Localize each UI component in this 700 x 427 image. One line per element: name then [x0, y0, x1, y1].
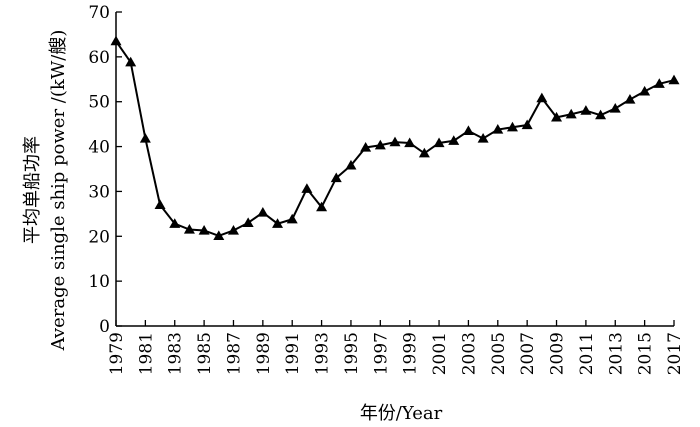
- data-point-triangle: [330, 172, 342, 183]
- data-point-triangle: [183, 224, 195, 234]
- data-point-triangle: [139, 132, 151, 143]
- data-point-triangle: [477, 132, 489, 143]
- data-point-triangle: [580, 105, 592, 115]
- data-point-triangle: [169, 218, 181, 228]
- x-tick-label: 1991: [283, 332, 303, 375]
- y-axis-title-cn: 平均单船功率: [22, 136, 43, 244]
- y-tick-label: 50: [88, 93, 110, 113]
- x-tick-label: 1983: [166, 332, 186, 375]
- y-tick-label: 70: [88, 3, 110, 23]
- x-tick-label: 1987: [224, 332, 244, 375]
- x-axis-title: 年份/Year: [360, 403, 443, 424]
- data-point-triangle: [301, 183, 313, 193]
- data-point-triangle: [448, 135, 460, 145]
- x-tick-label: 2003: [459, 332, 479, 375]
- data-point-triangle: [565, 108, 577, 119]
- data-point-triangle: [110, 35, 122, 46]
- data-point-triangle: [227, 224, 239, 235]
- y-tick-label: 40: [88, 138, 110, 158]
- y-tick-label: 30: [88, 182, 110, 202]
- data-point-triangle: [668, 74, 680, 85]
- data-point-triangle: [198, 224, 210, 235]
- x-tick-label: 2011: [577, 332, 597, 375]
- y-tick-label: 10: [88, 272, 110, 292]
- x-tick-label: 2013: [606, 332, 626, 375]
- data-point-triangle: [492, 124, 504, 134]
- data-point-triangle: [595, 109, 607, 120]
- data-point-triangle: [433, 137, 445, 148]
- y-tick-label: 0: [99, 317, 110, 337]
- data-point-triangle: [374, 139, 386, 150]
- data-point-triangle: [462, 125, 474, 135]
- x-tick-label: 2007: [518, 332, 538, 375]
- data-point-triangle: [418, 147, 430, 158]
- data-point-triangle: [536, 92, 548, 103]
- x-tick-label: 1981: [136, 332, 156, 375]
- data-point-triangle: [639, 85, 651, 96]
- data-point-triangle: [345, 159, 357, 170]
- series-points: [110, 35, 680, 240]
- data-point-triangle: [286, 213, 298, 224]
- x-tick-label: 2005: [489, 332, 509, 375]
- y-axis-title-en: Average single ship power /(kW/艘): [48, 30, 69, 352]
- data-point-triangle: [125, 56, 137, 67]
- data-point-triangle: [404, 137, 416, 148]
- data-point-triangle: [506, 121, 518, 132]
- x-tick-label: 2009: [548, 332, 568, 375]
- y-tick-label: 60: [88, 48, 110, 68]
- x-tick-label: 2001: [430, 332, 450, 375]
- x-tick-label: 1989: [254, 332, 274, 375]
- y-tick-label: 20: [88, 227, 110, 247]
- y-ticks: 0 10 20 30 40 50 60 70: [88, 3, 122, 337]
- data-point-triangle: [653, 78, 665, 88]
- x-ticks: 1979 1981 1983 1985 1987 1989 1991 1993 1995 1997…: [107, 320, 685, 375]
- data-point-triangle: [521, 119, 533, 130]
- x-tick-label: 2017: [665, 332, 685, 375]
- x-tick-label: 1993: [313, 332, 333, 375]
- x-tick-label: 2015: [636, 332, 656, 375]
- data-point-triangle: [551, 111, 563, 122]
- data-point-triangle: [609, 102, 621, 113]
- axes: [115, 12, 674, 327]
- x-tick-label: 1995: [342, 332, 362, 375]
- x-tick-label: 1979: [107, 332, 127, 375]
- data-point-triangle: [213, 230, 225, 240]
- data-point-triangle: [624, 93, 636, 104]
- data-point-triangle: [389, 136, 401, 147]
- data-point-triangle: [272, 218, 284, 228]
- data-point-triangle: [154, 199, 166, 210]
- data-point-triangle: [360, 141, 372, 152]
- x-tick-label: 1999: [401, 332, 421, 375]
- x-tick-label: 1997: [371, 332, 391, 375]
- data-point-triangle: [257, 207, 269, 217]
- data-point-triangle: [316, 201, 328, 212]
- x-tick-label: 1985: [195, 332, 215, 375]
- data-point-triangle: [242, 217, 254, 227]
